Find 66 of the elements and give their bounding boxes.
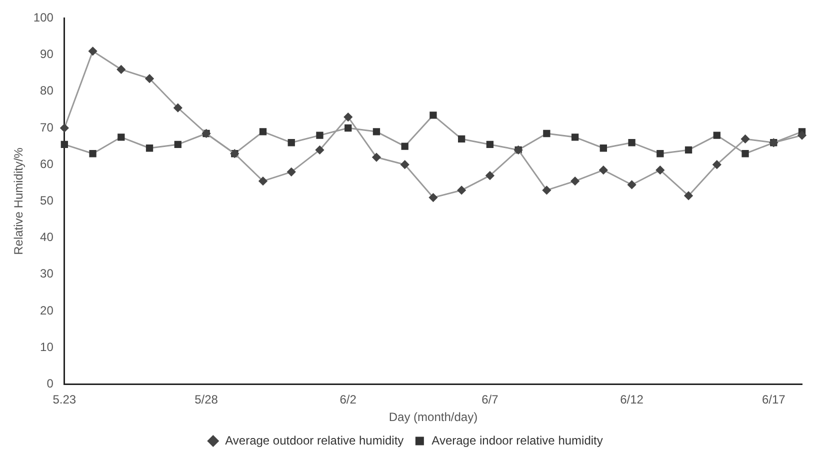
x-tick-label: 6/17 <box>762 392 786 407</box>
point <box>259 128 267 136</box>
point <box>287 168 296 176</box>
y-tick-label: 40 <box>40 230 54 244</box>
y-tick-label: 50 <box>40 194 54 208</box>
point <box>656 166 664 174</box>
point <box>88 46 98 56</box>
point <box>60 124 69 132</box>
point <box>742 150 749 158</box>
legend-label: Average indoor relative humidity <box>432 433 603 448</box>
point <box>599 166 608 174</box>
point <box>798 131 806 140</box>
point <box>344 124 352 132</box>
point <box>146 144 154 152</box>
point <box>628 139 636 146</box>
point <box>712 160 722 169</box>
y-tick-label: 10 <box>40 340 54 354</box>
point <box>372 153 381 162</box>
y-tick-label: 60 <box>40 156 54 171</box>
x-tick-label: 5.23 <box>52 392 76 407</box>
point <box>174 140 182 148</box>
point <box>89 150 96 158</box>
point <box>570 176 580 186</box>
point <box>656 150 664 158</box>
point <box>458 135 466 143</box>
point <box>571 134 579 141</box>
point <box>60 140 68 148</box>
y-axis-title: Relative Humidity/% <box>12 147 26 255</box>
y-tick-label: 20 <box>40 303 54 318</box>
point <box>344 112 352 122</box>
point <box>174 104 182 112</box>
point <box>684 146 692 154</box>
x-axis-title: Day (month/day) <box>388 410 478 424</box>
point <box>116 65 126 74</box>
y-tick-label: 90 <box>40 47 54 62</box>
point <box>258 176 268 186</box>
x-tick-label: 5/28 <box>194 392 218 407</box>
point <box>457 186 466 194</box>
point <box>486 171 494 180</box>
point <box>400 160 410 169</box>
point <box>288 139 295 146</box>
point <box>543 130 550 138</box>
legend-label: Average outdoor relative humidity <box>225 433 404 448</box>
y-tick-label: 70 <box>40 120 54 134</box>
point <box>145 74 154 83</box>
point <box>600 144 607 152</box>
point <box>542 186 551 194</box>
x-tick-label: 6/7 <box>482 392 499 407</box>
point <box>741 134 750 144</box>
y-tick-label: 80 <box>40 84 54 98</box>
x-tick-label: 6/2 <box>340 392 357 407</box>
point <box>684 191 693 200</box>
y-tick-label: 30 <box>40 266 54 281</box>
point <box>372 128 380 136</box>
point <box>713 132 720 139</box>
point <box>316 132 324 139</box>
point <box>628 180 636 189</box>
point <box>428 193 438 202</box>
point <box>486 140 494 148</box>
y-tick-label: 100 <box>33 10 54 25</box>
point <box>401 142 408 150</box>
y-tick-label: 0 <box>46 376 54 391</box>
x-tick-label: 6/12 <box>620 392 644 407</box>
point <box>430 112 437 119</box>
point <box>118 134 125 141</box>
point <box>315 146 324 154</box>
